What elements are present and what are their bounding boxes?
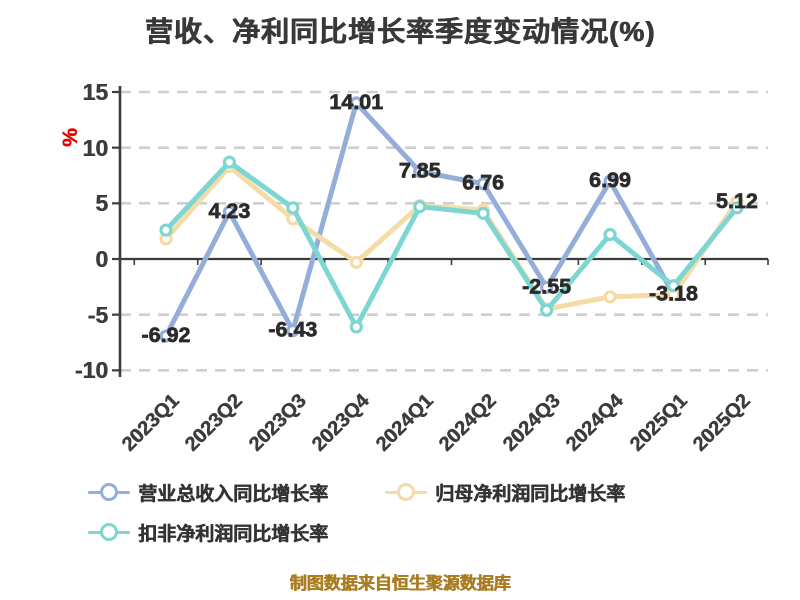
data-label: 5.12 — [716, 189, 758, 213]
data-point — [540, 303, 554, 317]
data-point — [730, 201, 744, 215]
legend-item-net-profit[interactable]: 归母净利润同比增长率 — [385, 476, 625, 508]
data-label: -6.43 — [268, 318, 317, 342]
data-point — [222, 205, 237, 219]
legend-item-revenue[interactable]: 营业总收入同比增长率 — [88, 476, 328, 508]
y-tick-label: 0 — [95, 246, 108, 272]
legend-label-revenue: 营业总收入同比增长率 — [138, 483, 329, 505]
data-point — [286, 201, 300, 215]
y-tick-label: 10 — [82, 134, 108, 161]
chart-title: 营收、净利同比增长率季度变动情况(%) — [144, 16, 656, 47]
data-point — [222, 155, 237, 169]
data-point — [476, 206, 490, 220]
data-point — [476, 177, 490, 191]
data-point — [603, 227, 617, 242]
data-point — [349, 320, 363, 334]
legend-marker-revenue — [88, 483, 130, 501]
legend-label-net-profit: 归母净利润同比增长率 — [435, 483, 626, 505]
data-label: 6.99 — [589, 168, 631, 192]
y-tick-label: -10 — [74, 357, 108, 384]
legend-item-non-gaap-profit[interactable]: 扣非净利润同比增长率 — [88, 516, 328, 548]
data-point — [349, 96, 363, 110]
data-label: -6.92 — [141, 323, 190, 347]
data-point — [413, 200, 427, 214]
data-label: 14.01 — [329, 90, 383, 114]
data-point — [413, 165, 427, 179]
data-label: -3.18 — [649, 281, 698, 305]
y-tick-label: -5 — [87, 301, 108, 328]
y-tick-label: 15 — [82, 79, 108, 105]
legend-marker-net-profit — [385, 483, 427, 501]
legend-marker-non-gaap-profit — [88, 523, 130, 541]
data-point — [666, 279, 681, 293]
data-point — [286, 323, 300, 338]
series-line-2 — [163, 159, 740, 330]
data-point — [540, 280, 554, 294]
data-point — [349, 255, 363, 269]
data-label: 6.76 — [462, 171, 504, 195]
data-label: 7.85 — [399, 159, 441, 183]
data-point — [159, 329, 173, 343]
data-point — [603, 290, 617, 304]
series-line-0 — [163, 100, 740, 339]
data-point — [159, 223, 173, 237]
data-label: 4.23 — [209, 199, 251, 223]
legend-label-non-gaap-profit: 扣非净利润同比增长率 — [138, 523, 329, 545]
data-point — [603, 174, 617, 188]
y-tick-label: 5 — [95, 190, 108, 217]
data-label: -2.55 — [522, 274, 571, 298]
data-source-note: 制图数据来自恒生聚源数据库 — [289, 574, 511, 593]
